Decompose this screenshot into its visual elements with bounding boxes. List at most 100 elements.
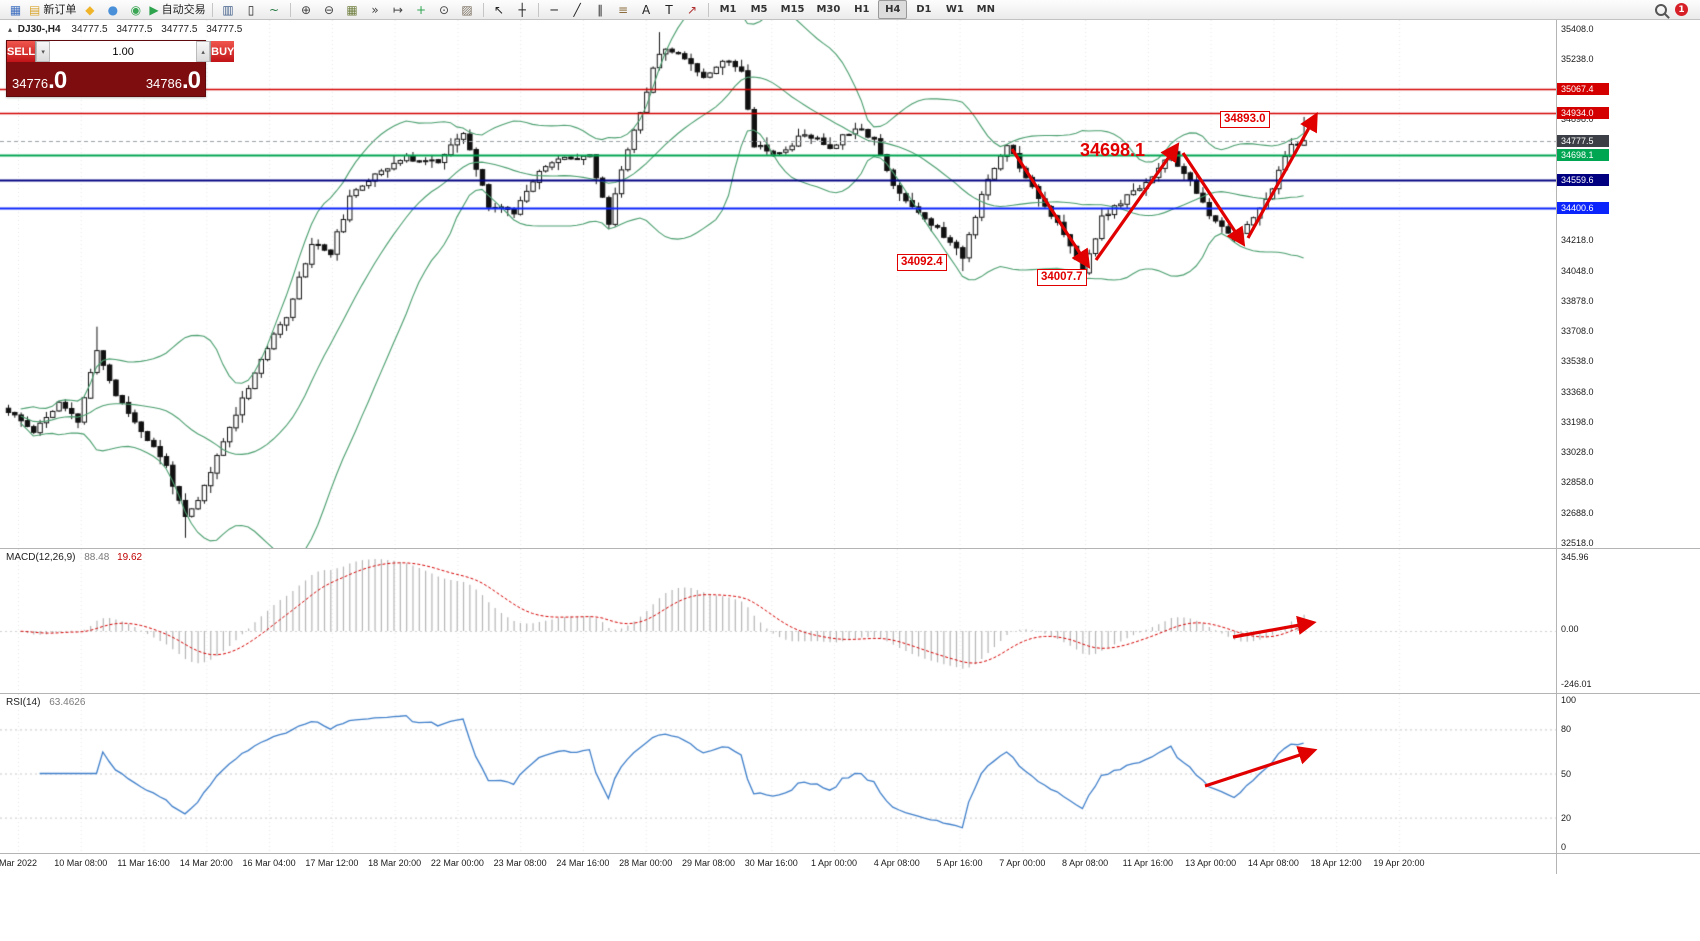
macd-axis-label: 345.96 xyxy=(1561,552,1589,562)
chart-info-line: ▴ DJ30-,H4 34777.5 34777.5 34777.5 34777… xyxy=(8,24,248,35)
price-axis-label: 33198.0 xyxy=(1561,416,1594,427)
trendline-tool-icon: ╱ xyxy=(573,2,581,17)
templates-icon[interactable]: ▨ xyxy=(457,0,478,19)
auto-trading-button[interactable]: ▶ 自动交易 xyxy=(148,0,206,19)
trendline-tool-icon[interactable]: ╱ xyxy=(567,0,588,19)
tf-h4[interactable]: H4 xyxy=(878,0,908,19)
text-tool-icon[interactable]: A xyxy=(636,0,657,19)
toolbar-separator xyxy=(707,2,709,17)
price-tag: 34934.0 xyxy=(1557,106,1609,119)
crosshair-icon[interactable]: ┼ xyxy=(512,0,533,19)
terminal-icon: ▦ xyxy=(9,2,22,17)
time-axis-label: 23 Mar 08:00 xyxy=(493,858,547,868)
search-icon[interactable] xyxy=(1655,3,1667,16)
time-axis-label: 11 Apr 16:00 xyxy=(1122,858,1174,868)
arrows-tool-icon[interactable]: ↗ xyxy=(682,0,703,19)
horizontal-line-tool-icon: ─ xyxy=(550,2,558,17)
label-tool-icon: T xyxy=(665,2,673,17)
sell-price[interactable]: 34776.0 xyxy=(12,67,67,94)
one-click-trading-widget: SELL ▾ ▴ BUY 34776.0 34786.0 xyxy=(6,40,235,97)
market-icon: ◉ xyxy=(130,2,142,17)
periods-icon[interactable]: ⊙ xyxy=(434,0,455,19)
bar-chart-type-icon[interactable]: ▥ xyxy=(218,0,239,19)
price-annotation[interactable]: 34893.0 xyxy=(1220,111,1270,128)
price-annotation[interactable]: 34092.4 xyxy=(897,254,947,271)
buy-price[interactable]: 34786.0 xyxy=(145,67,201,94)
time-axis-label: 18 Apr 12:00 xyxy=(1310,858,1362,868)
tf-h1[interactable]: H1 xyxy=(854,3,870,15)
mql-icon[interactable]: ◆ xyxy=(79,0,100,19)
tf-d1[interactable]: D1 xyxy=(916,3,932,15)
time-axis-label: 10 Mar 08:00 xyxy=(54,858,108,868)
notification-badge[interactable]: 1 xyxy=(1675,3,1688,16)
market-icon[interactable]: ◉ xyxy=(125,0,146,19)
price-tag: 35067.4 xyxy=(1557,83,1609,96)
ohlc-close: 34777.5 xyxy=(206,24,243,35)
rsi-axis-label: 80 xyxy=(1561,724,1572,735)
arrows-tool-icon: ↗ xyxy=(687,2,698,17)
price-axis-label: 34898.0 xyxy=(1561,114,1594,125)
volume-up-icon[interactable]: ▴ xyxy=(196,41,211,62)
fibonacci-tool-icon[interactable]: ≡ xyxy=(613,0,634,19)
price-axis-label: 32688.0 xyxy=(1561,507,1594,518)
zoom-out-icon[interactable]: ⊖ xyxy=(319,0,340,19)
macd-panel-canvas[interactable] xyxy=(0,549,1556,693)
rsi-axis-label: 100 xyxy=(1561,695,1577,705)
auto-scroll-icon[interactable]: » xyxy=(365,0,386,19)
zoom-in-icon[interactable]: ⊕ xyxy=(296,0,317,19)
time-axis-label: 22 Mar 00:00 xyxy=(430,858,484,868)
community-icon: ● xyxy=(107,2,119,17)
time-axis-label: 8 Apr 08:00 xyxy=(1062,858,1109,868)
price-axis-separator xyxy=(1556,20,1557,874)
horizontal-line-tool-icon[interactable]: ─ xyxy=(544,0,565,19)
new-order-button: ▤ xyxy=(29,2,41,17)
auto-trading-button-label: 自动交易 xyxy=(161,3,206,16)
price-axis-label: 34048.0 xyxy=(1561,265,1594,276)
time-axis-label: 29 Mar 08:00 xyxy=(681,858,735,868)
community-icon[interactable]: ● xyxy=(102,0,123,19)
macd-label: MACD(12,26,9) 88.48 19.62 xyxy=(6,552,143,563)
tile-windows-icon[interactable]: ▦ xyxy=(342,0,363,19)
panel-splitter-macd[interactable] xyxy=(0,548,1700,549)
auto-scroll-icon: » xyxy=(371,2,379,17)
candlestick-type-icon[interactable]: ▯ xyxy=(241,0,262,19)
price-annotation[interactable]: 34007.7 xyxy=(1037,269,1087,286)
volume-down-icon[interactable]: ▾ xyxy=(36,41,51,62)
price-axis-label: 33368.0 xyxy=(1561,386,1594,397)
indicators-list-icon[interactable]: + xyxy=(411,0,432,19)
buy-button[interactable]: BUY xyxy=(211,41,235,62)
sell-button[interactable]: SELL xyxy=(7,41,36,62)
time-axis-label: 28 Mar 00:00 xyxy=(619,858,673,868)
tf-m5[interactable]: M5 xyxy=(750,3,768,15)
time-axis-label: 5 Apr 16:00 xyxy=(936,858,983,868)
time-axis-label: 11 Mar 16:00 xyxy=(117,858,170,868)
indicators-list-icon: + xyxy=(416,2,427,17)
auto-trading-button: ▶ xyxy=(149,2,159,17)
time-axis-label: 14 Apr 08:00 xyxy=(1247,858,1299,868)
panel-splitter-rsi[interactable] xyxy=(0,693,1700,694)
chart-shift-icon[interactable]: ↦ xyxy=(388,0,409,19)
terminal-icon[interactable]: ▦ xyxy=(5,0,26,19)
tf-m15[interactable]: M15 xyxy=(780,3,805,15)
crosshair-icon: ┼ xyxy=(518,2,526,17)
ohlc-open: 34777.5 xyxy=(71,24,108,35)
tf-m30[interactable]: M30 xyxy=(816,3,841,15)
ohlc-high: 34777.5 xyxy=(116,24,153,35)
rsi-axis-label: 0 xyxy=(1561,842,1567,852)
cursor-icon[interactable]: ↖ xyxy=(489,0,510,19)
main-chart-canvas[interactable] xyxy=(0,20,1556,548)
price-axis-label: 35408.0 xyxy=(1561,23,1594,34)
toolbar-separator xyxy=(482,2,484,17)
price-annotation-large[interactable]: 34698.1 xyxy=(1080,140,1146,160)
line-chart-type-icon[interactable]: ~ xyxy=(264,0,285,19)
label-tool-icon[interactable]: T xyxy=(659,0,680,19)
tf-w1[interactable]: W1 xyxy=(945,3,964,15)
tf-m1[interactable]: M1 xyxy=(719,3,737,15)
new-order-button[interactable]: ▤ 新订单 xyxy=(28,0,77,19)
volume-input[interactable] xyxy=(50,41,197,62)
rsi-panel-canvas[interactable] xyxy=(0,694,1556,853)
channel-tool-icon[interactable]: ∥ xyxy=(590,0,611,19)
time-axis-label: 19 Apr 20:00 xyxy=(1373,858,1425,868)
price-axis-label: 35238.0 xyxy=(1561,53,1594,64)
tf-mn[interactable]: MN xyxy=(976,3,995,15)
